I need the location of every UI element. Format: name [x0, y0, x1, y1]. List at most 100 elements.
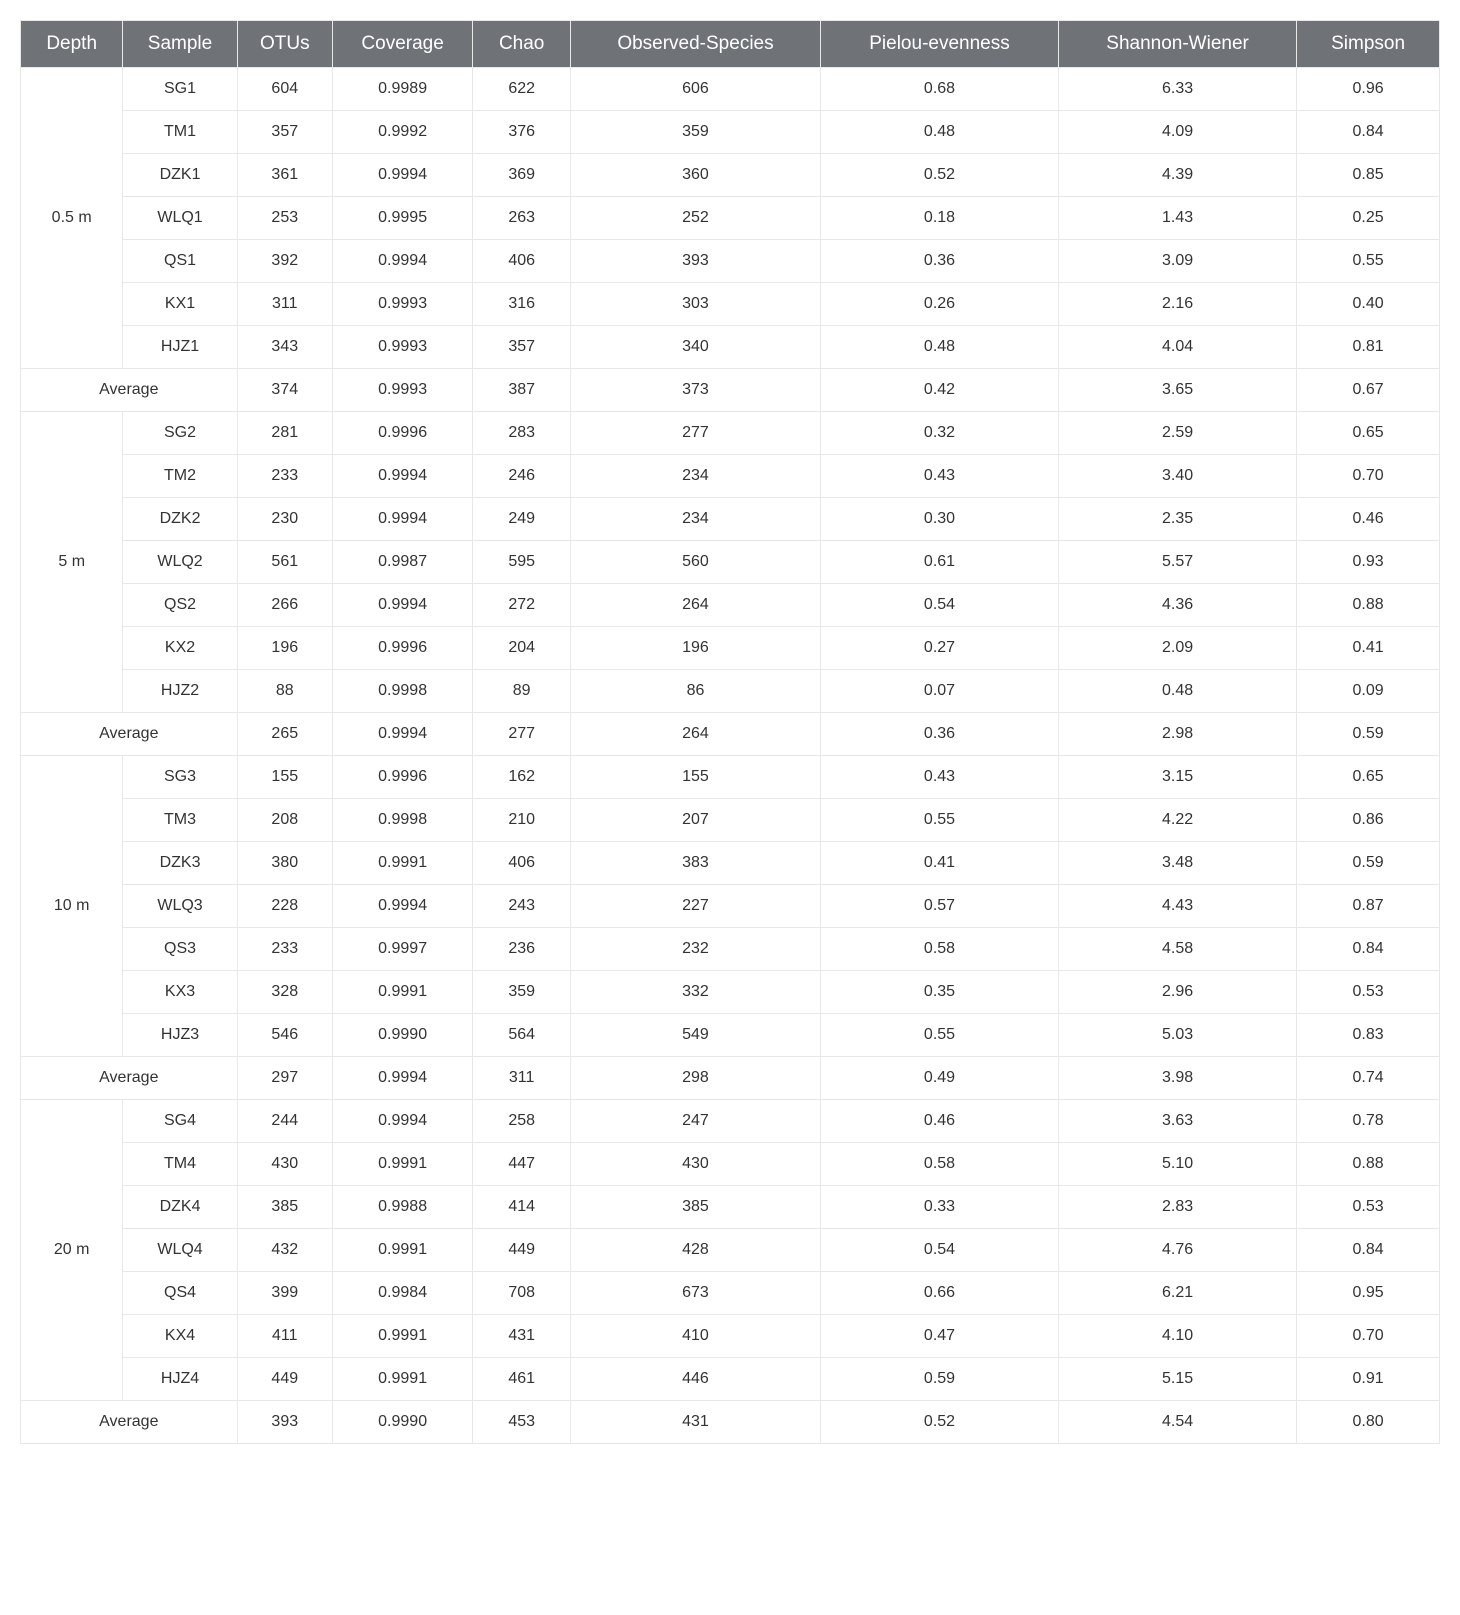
pielou-cell: 0.55 — [820, 1014, 1058, 1057]
pielou-cell: 0.41 — [820, 842, 1058, 885]
coverage-cell: 0.9994 — [332, 584, 472, 627]
observed-cell: 207 — [570, 799, 820, 842]
observed-cell: 673 — [570, 1272, 820, 1315]
coverage-cell: 0.9998 — [332, 670, 472, 713]
pielou-cell: 0.48 — [820, 111, 1058, 154]
coverage-cell: 0.9996 — [332, 627, 472, 670]
coverage-cell: 0.9989 — [332, 68, 472, 111]
average-observed-cell: 298 — [570, 1057, 820, 1100]
sample-cell: WLQ2 — [123, 541, 237, 584]
otus-cell: 561 — [237, 541, 332, 584]
observed-cell: 155 — [570, 756, 820, 799]
depth-cell: 0.5 m — [21, 68, 123, 369]
simpson-cell: 0.78 — [1297, 1100, 1440, 1143]
sample-cell: TM2 — [123, 455, 237, 498]
simpson-cell: 0.96 — [1297, 68, 1440, 111]
table-row: 10 mSG31550.99961621550.433.150.65 — [21, 756, 1440, 799]
table-row: QS22660.99942722640.544.360.88 — [21, 584, 1440, 627]
pielou-cell: 0.26 — [820, 283, 1058, 326]
table-row: DZK33800.99914063830.413.480.59 — [21, 842, 1440, 885]
otus-cell: 281 — [237, 412, 332, 455]
simpson-cell: 0.46 — [1297, 498, 1440, 541]
simpson-cell: 0.87 — [1297, 885, 1440, 928]
average-pielou-cell: 0.49 — [820, 1057, 1058, 1100]
shannon-cell: 5.03 — [1059, 1014, 1297, 1057]
shannon-cell: 4.39 — [1059, 154, 1297, 197]
observed-cell: 252 — [570, 197, 820, 240]
pielou-cell: 0.18 — [820, 197, 1058, 240]
observed-cell: 277 — [570, 412, 820, 455]
average-pielou-cell: 0.52 — [820, 1401, 1058, 1444]
coverage-cell: 0.9997 — [332, 928, 472, 971]
table-row: KX44110.99914314100.474.100.70 — [21, 1315, 1440, 1358]
coverage-cell: 0.9994 — [332, 455, 472, 498]
pielou-cell: 0.36 — [820, 240, 1058, 283]
otus-cell: 432 — [237, 1229, 332, 1272]
chao-cell: 376 — [473, 111, 571, 154]
table-row: 0.5 mSG16040.99896226060.686.330.96 — [21, 68, 1440, 111]
shannon-cell: 4.43 — [1059, 885, 1297, 928]
simpson-cell: 0.85 — [1297, 154, 1440, 197]
table-body: 0.5 mSG16040.99896226060.686.330.96TM135… — [21, 68, 1440, 1444]
sample-cell: SG3 — [123, 756, 237, 799]
otus-cell: 311 — [237, 283, 332, 326]
chao-cell: 236 — [473, 928, 571, 971]
sample-cell: SG2 — [123, 412, 237, 455]
table-row: TM22330.99942462340.433.400.70 — [21, 455, 1440, 498]
observed-cell: 232 — [570, 928, 820, 971]
otus-cell: 546 — [237, 1014, 332, 1057]
coverage-cell: 0.9993 — [332, 283, 472, 326]
shannon-cell: 0.48 — [1059, 670, 1297, 713]
otus-cell: 233 — [237, 455, 332, 498]
depth-cell: 20 m — [21, 1100, 123, 1401]
pielou-cell: 0.59 — [820, 1358, 1058, 1401]
coverage-cell: 0.9994 — [332, 240, 472, 283]
sample-cell: SG4 — [123, 1100, 237, 1143]
simpson-cell: 0.84 — [1297, 1229, 1440, 1272]
chao-cell: 246 — [473, 455, 571, 498]
coverage-cell: 0.9991 — [332, 1315, 472, 1358]
average-otus-cell: 297 — [237, 1057, 332, 1100]
pielou-cell: 0.52 — [820, 154, 1058, 197]
average-shannon-cell: 3.98 — [1059, 1057, 1297, 1100]
average-row: Average2970.99943112980.493.980.74 — [21, 1057, 1440, 1100]
shannon-cell: 4.22 — [1059, 799, 1297, 842]
table-row: HJZ13430.99933573400.484.040.81 — [21, 326, 1440, 369]
shannon-cell: 2.96 — [1059, 971, 1297, 1014]
average-simpson-cell: 0.74 — [1297, 1057, 1440, 1100]
sample-cell: QS4 — [123, 1272, 237, 1315]
pielou-cell: 0.54 — [820, 584, 1058, 627]
simpson-cell: 0.88 — [1297, 1143, 1440, 1186]
chao-cell: 431 — [473, 1315, 571, 1358]
simpson-cell: 0.86 — [1297, 799, 1440, 842]
average-simpson-cell: 0.80 — [1297, 1401, 1440, 1444]
otus-cell: 385 — [237, 1186, 332, 1229]
chao-cell: 447 — [473, 1143, 571, 1186]
coverage-cell: 0.9994 — [332, 885, 472, 928]
observed-cell: 428 — [570, 1229, 820, 1272]
chao-cell: 210 — [473, 799, 571, 842]
pielou-cell: 0.57 — [820, 885, 1058, 928]
observed-cell: 234 — [570, 455, 820, 498]
otus-cell: 233 — [237, 928, 332, 971]
sample-cell: KX4 — [123, 1315, 237, 1358]
sample-cell: KX3 — [123, 971, 237, 1014]
otus-cell: 399 — [237, 1272, 332, 1315]
coverage-cell: 0.9994 — [332, 1100, 472, 1143]
average-pielou-cell: 0.42 — [820, 369, 1058, 412]
average-label: Average — [21, 713, 238, 756]
sample-cell: HJZ4 — [123, 1358, 237, 1401]
coverage-cell: 0.9987 — [332, 541, 472, 584]
shannon-cell: 5.15 — [1059, 1358, 1297, 1401]
shannon-cell: 1.43 — [1059, 197, 1297, 240]
simpson-cell: 0.83 — [1297, 1014, 1440, 1057]
otus-cell: 208 — [237, 799, 332, 842]
table-row: QS32330.99972362320.584.580.84 — [21, 928, 1440, 971]
pielou-cell: 0.30 — [820, 498, 1058, 541]
simpson-cell: 0.40 — [1297, 283, 1440, 326]
table-row: TM32080.99982102070.554.220.86 — [21, 799, 1440, 842]
sample-cell: WLQ3 — [123, 885, 237, 928]
otus-cell: 88 — [237, 670, 332, 713]
observed-cell: 383 — [570, 842, 820, 885]
sample-cell: KX2 — [123, 627, 237, 670]
